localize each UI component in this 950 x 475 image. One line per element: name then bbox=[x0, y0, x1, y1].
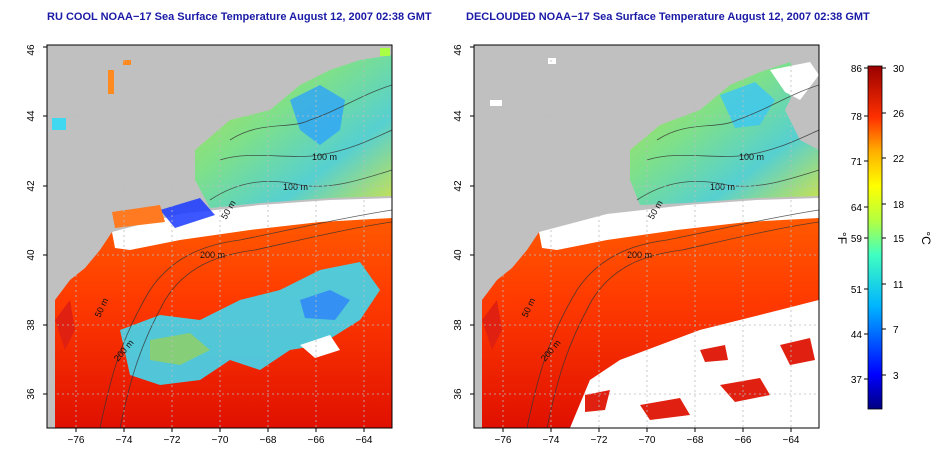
graticule bbox=[47, 45, 392, 428]
panel-title-ru-cool: RU COOL NOAA−17 Sea Surface Temperature … bbox=[47, 11, 432, 23]
colorbar-c-tick: 3 bbox=[893, 371, 899, 382]
colorbar: 86 78 71 64 59 51 44 37 30 26 22 18 15 1… bbox=[835, 64, 933, 410]
bay-inlet bbox=[482, 300, 502, 350]
colorbar-f-tick: 51 bbox=[851, 285, 863, 296]
cold-coastal-patch bbox=[160, 198, 215, 228]
cool-water-patch bbox=[290, 85, 345, 145]
sst-remnant bbox=[585, 390, 610, 412]
colorbar-unit-c: °C bbox=[919, 231, 933, 245]
colorbar-c-tick: 22 bbox=[893, 154, 905, 165]
colorbar-c-tick: 26 bbox=[893, 109, 905, 120]
lon-tick-label: −74 bbox=[116, 435, 133, 446]
graticule bbox=[474, 45, 819, 428]
sst-speck bbox=[108, 70, 114, 94]
lat-tick-label: 40 bbox=[453, 249, 464, 261]
lon-tick-label: −64 bbox=[356, 435, 373, 446]
sst-speck bbox=[52, 118, 66, 130]
colorbar-f-tick: 78 bbox=[851, 112, 863, 123]
declouded-area bbox=[539, 198, 819, 250]
bathymetry-contours bbox=[99, 84, 392, 428]
lon-tick-label: −76 bbox=[495, 435, 512, 446]
lat-tick-label: 42 bbox=[26, 180, 37, 192]
bay-inlet bbox=[55, 300, 75, 350]
colorbar-gradient bbox=[867, 65, 883, 410]
colorbar-unit-f: °F bbox=[835, 232, 849, 244]
panel-title-declouded: DECLOUDED NOAA−17 Sea Surface Temperatur… bbox=[466, 11, 870, 23]
colorbar-c-tick: 15 bbox=[893, 234, 905, 245]
colorbar-f-tick: 44 bbox=[851, 330, 863, 341]
lon-tick-label: −74 bbox=[543, 435, 560, 446]
cloud-speck bbox=[490, 100, 502, 106]
sst-remnant bbox=[640, 398, 690, 420]
sst-remnant bbox=[780, 338, 815, 365]
sst-speck bbox=[123, 60, 131, 65]
lat-tick-label: 46 bbox=[453, 44, 464, 56]
lat-tick-label: 38 bbox=[453, 319, 464, 331]
contour-label-100m: 100 m bbox=[283, 182, 308, 192]
lat-tick-labels: 36 38 40 42 44 46 bbox=[26, 44, 37, 400]
colorbar-c-labels: 30 26 22 18 15 11 7 3 bbox=[893, 64, 905, 382]
lon-tick-labels: −76 −74 −72 −70 −68 −66 −64 bbox=[68, 435, 373, 446]
lat-tick-label: 38 bbox=[26, 319, 37, 331]
colorbar-f-tick: 64 bbox=[851, 203, 863, 214]
map-panel-declouded: 100 m 100 m 50 m 200 m 50 m 200 m bbox=[453, 44, 820, 446]
contour-label-100m: 100 m bbox=[710, 182, 735, 192]
lon-tick-label: −72 bbox=[164, 435, 181, 446]
cloud-contaminated-area bbox=[150, 333, 210, 365]
cool-water-patch bbox=[720, 82, 775, 128]
colorbar-c-tick: 30 bbox=[893, 64, 905, 75]
colorbar-c-tick: 18 bbox=[893, 200, 905, 211]
lon-tick-label: −64 bbox=[783, 435, 800, 446]
colorbar-f-tick: 59 bbox=[851, 234, 863, 245]
cloud-band bbox=[112, 198, 392, 250]
colorbar-f-labels: 86 78 71 64 59 51 44 37 bbox=[851, 64, 863, 386]
lat-tick-label: 40 bbox=[26, 249, 37, 261]
lon-tick-label: −72 bbox=[591, 435, 608, 446]
lat-tick-label: 46 bbox=[26, 44, 37, 56]
lat-tick-label: 44 bbox=[453, 110, 464, 122]
sst-remnant bbox=[700, 345, 728, 362]
lon-tick-label: −68 bbox=[687, 435, 704, 446]
cloud-patch bbox=[300, 335, 340, 358]
sst-speck bbox=[380, 48, 390, 56]
colorbar-f-tick: 71 bbox=[851, 157, 863, 168]
colorbar-f-tick: 37 bbox=[851, 375, 863, 386]
colorbar-c-tick: 11 bbox=[893, 280, 904, 291]
map-panel-ru-cool: 100 m 100 m 50 m 200 m 50 m 200 m bbox=[26, 44, 393, 446]
lat-tick-label: 36 bbox=[26, 388, 37, 400]
declouded-area bbox=[770, 62, 819, 100]
lon-tick-labels: −76 −74 −72 −70 −68 −66 −64 bbox=[495, 435, 800, 446]
orange-strip bbox=[112, 205, 165, 228]
lat-tick-label: 44 bbox=[26, 110, 37, 122]
sst-remnant bbox=[720, 378, 770, 402]
axis-ticks bbox=[43, 46, 365, 432]
ocean-warm-water bbox=[482, 216, 819, 428]
lon-tick-label: −66 bbox=[735, 435, 752, 446]
cloud-contaminated-area bbox=[300, 290, 350, 320]
lon-tick-label: −68 bbox=[260, 435, 277, 446]
contour-label-100m: 100 m bbox=[312, 152, 337, 162]
lat-tick-labels: 36 38 40 42 44 46 bbox=[453, 44, 464, 400]
lon-tick-label: −70 bbox=[639, 435, 656, 446]
colorbar-ticks bbox=[864, 67, 886, 380]
gulf-of-maine-water bbox=[195, 55, 392, 208]
lat-tick-label: 36 bbox=[453, 388, 464, 400]
lon-tick-label: −66 bbox=[308, 435, 325, 446]
axis-ticks bbox=[470, 46, 792, 432]
lon-tick-label: −70 bbox=[212, 435, 229, 446]
lon-tick-label: −76 bbox=[68, 435, 85, 446]
contour-label-100m: 100 m bbox=[739, 152, 764, 162]
colorbar-f-tick: 86 bbox=[851, 64, 863, 75]
bathymetry-contours bbox=[526, 84, 819, 428]
lat-tick-label: 42 bbox=[453, 180, 464, 192]
colorbar-c-tick: 7 bbox=[893, 325, 899, 336]
cloud-speck bbox=[548, 58, 556, 64]
